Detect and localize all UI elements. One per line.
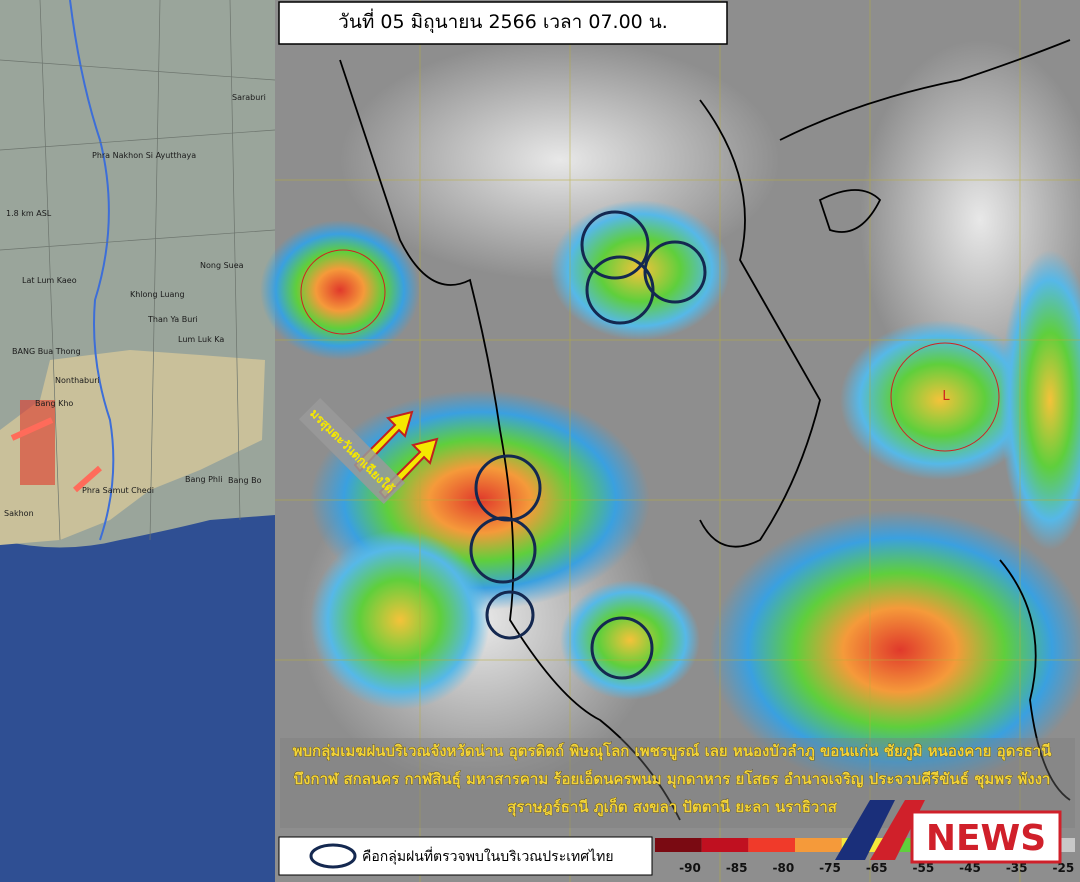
caption-line: สุราษฎร์ธานี ภูเก็ต สงขลา ปัตตานี ยะลา น… xyxy=(507,797,838,817)
place-label: Lat Lum Kaeo xyxy=(22,276,77,285)
scale-swatch xyxy=(795,838,842,852)
place-label: Nonthaburi xyxy=(55,376,100,385)
place-label: Bang Phli xyxy=(185,475,222,484)
place-label: Sakhon xyxy=(4,509,34,518)
scale-swatch xyxy=(655,838,702,852)
place-label: Phra Nakhon Si Ayutthaya xyxy=(92,151,196,160)
scale-label: -85 xyxy=(726,861,748,875)
low-pressure-label: L xyxy=(942,389,950,404)
scale-label: -65 xyxy=(866,861,888,875)
logo xyxy=(835,800,1062,864)
scale-label: -90 xyxy=(679,861,701,875)
scale-swatch xyxy=(748,838,795,852)
scale-label: -35 xyxy=(1006,861,1028,875)
place-label: BANG Bua Thong xyxy=(12,347,81,356)
place-label: Saraburi xyxy=(232,93,266,102)
place-label: Lum Luk Ka xyxy=(178,335,224,344)
satellite-panel xyxy=(260,0,1080,882)
radar-panel xyxy=(0,0,276,882)
title-box xyxy=(278,1,728,45)
scale-label: -75 xyxy=(819,861,841,875)
scale-label: -25 xyxy=(1052,861,1074,875)
caption-line: พบกลุ่มเมฆฝนบริเวณจังหวัดน่าน อุตรดิตถ์ … xyxy=(293,741,1052,761)
title: วันที่ 05 มิถุนายน 2566 เวลา 07.00 น. xyxy=(338,8,668,34)
place-label: Khlong Luang xyxy=(130,290,185,299)
place-label: Phra Samut Chedi xyxy=(82,486,154,495)
scale-label: -55 xyxy=(912,861,934,875)
place-label: Than Ya Buri xyxy=(147,315,198,324)
place-label: Bang Bo xyxy=(228,476,262,485)
altitude-label: 1.8 km ASL xyxy=(6,209,52,218)
place-label: Bang Kho xyxy=(35,399,73,408)
legend-box xyxy=(278,836,653,876)
scale-label: -80 xyxy=(772,861,794,875)
place-label: Nong Suea xyxy=(200,261,244,270)
caption-line: บึงกาฬ สกลนคร กาฬสินธุ์ มหาสารคาม ร้อยเอ… xyxy=(294,769,1051,789)
legend-text: คือกลุ่มฝนที่ตรวจพบในบริเวณประเทศไทย xyxy=(362,847,614,865)
scale-swatch xyxy=(701,838,749,852)
logo-text: NEWS xyxy=(926,818,1046,859)
scale-label: -45 xyxy=(959,861,981,875)
